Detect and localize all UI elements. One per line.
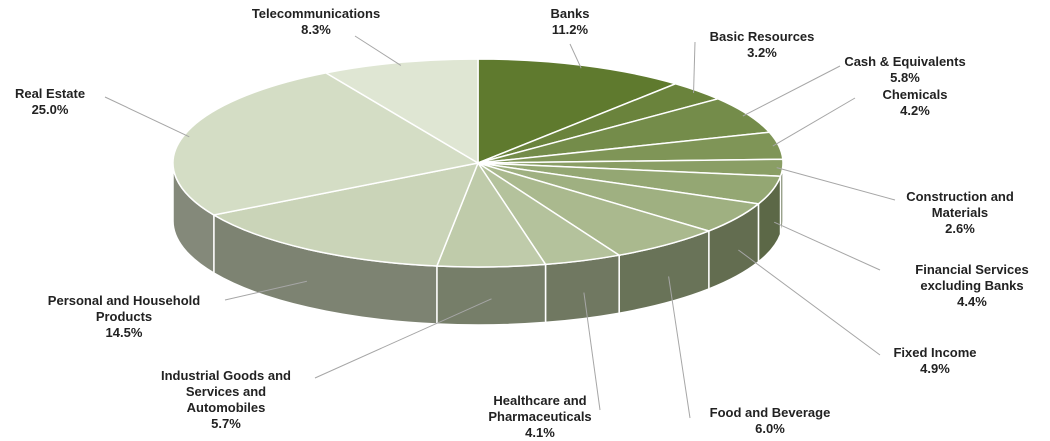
- leader-lines: [104, 35, 896, 419]
- slice-label: Telecommunications 8.3%: [252, 6, 380, 38]
- slice-label: Basic Resources 3.2%: [710, 29, 815, 61]
- slice-percent: 4.9%: [920, 361, 950, 376]
- pie-slice: [211, 161, 480, 267]
- slice-name: Healthcare and: [493, 393, 587, 408]
- slice-name: Services and: [185, 384, 267, 399]
- slice-name: Pharmaceuticals: [488, 409, 592, 424]
- slice-name: Chemicals: [882, 87, 948, 102]
- slice-percent: 25.0%: [31, 102, 69, 117]
- slice-label: Industrial Goods and Services and Automobi…: [161, 368, 291, 432]
- leader-line: [774, 221, 881, 271]
- slice-percent: 6.0%: [755, 421, 785, 436]
- slice-percent: 2.6%: [945, 221, 975, 236]
- leader-line: [569, 43, 582, 69]
- slice-label: Chemicals 4.2%: [882, 87, 947, 119]
- slice-name: Basic Resources: [709, 29, 815, 44]
- slice-name: Construction and: [906, 189, 1014, 204]
- leader-line: [668, 276, 691, 419]
- pie-slices: [172, 58, 784, 268]
- slice-percent: 4.1%: [525, 425, 555, 440]
- slice-name: Industrial Goods and: [160, 368, 292, 383]
- slice-label: Personal and Household Products 14.5%: [48, 293, 200, 341]
- slice-label: Food and Beverage 6.0%: [710, 405, 831, 437]
- leader-line: [224, 280, 308, 301]
- slice-name: Real Estate: [14, 86, 86, 101]
- slice-percent: 14.5%: [105, 325, 143, 340]
- leader-line: [776, 167, 896, 201]
- leader-line: [738, 249, 881, 356]
- leader-line: [742, 65, 841, 117]
- leader-line: [104, 96, 190, 138]
- slice-name: Fixed Income: [893, 345, 977, 360]
- slice-percent: 5.8%: [890, 70, 920, 85]
- slice-name: Banks: [550, 6, 590, 21]
- leader-line: [693, 41, 696, 94]
- slice-name: Products: [95, 309, 153, 324]
- slice-name: Materials: [931, 205, 989, 220]
- slice-name: Automobiles: [186, 400, 266, 415]
- leader-line: [772, 97, 856, 147]
- slice-percent: 5.7%: [211, 416, 241, 431]
- slice-percent: 4.2%: [900, 103, 930, 118]
- slice-percent: 8.3%: [301, 22, 331, 37]
- slice-label: Cash & Equivalents 5.8%: [844, 54, 965, 86]
- slice-name: Telecommunications: [251, 6, 381, 21]
- slice-name: Personal and Household: [47, 293, 201, 308]
- slice-label: Construction and Materials 2.6%: [906, 189, 1014, 237]
- slice-name: Cash & Equivalents: [844, 54, 966, 69]
- leader-line: [354, 35, 402, 66]
- pie-slice: [172, 72, 481, 216]
- slice-label: Banks 11.2%: [550, 6, 589, 38]
- slice-percent: 11.2%: [551, 22, 589, 37]
- slice-name: Financial Services: [915, 262, 1029, 277]
- slice-label: Fixed Income 4.9%: [893, 345, 976, 377]
- leader-line: [314, 298, 492, 379]
- leader-line: [583, 292, 601, 411]
- slice-label: Healthcare and Pharmaceuticals 4.1%: [488, 393, 591, 441]
- slice-label: Real Estate 25.0%: [15, 86, 85, 118]
- slice-name: Food and Beverage: [709, 405, 831, 420]
- pie-slice: [477, 58, 678, 165]
- slice-label: Financial Services excluding Banks 4.4%: [915, 262, 1028, 310]
- slice-percent: 4.4%: [957, 294, 987, 309]
- slice-percent: 3.2%: [747, 45, 777, 60]
- slice-name: excluding Banks: [920, 278, 1024, 293]
- pie-slice-side: [544, 254, 620, 324]
- pie-slice: [323, 58, 479, 165]
- pie-side-walls: [172, 162, 784, 326]
